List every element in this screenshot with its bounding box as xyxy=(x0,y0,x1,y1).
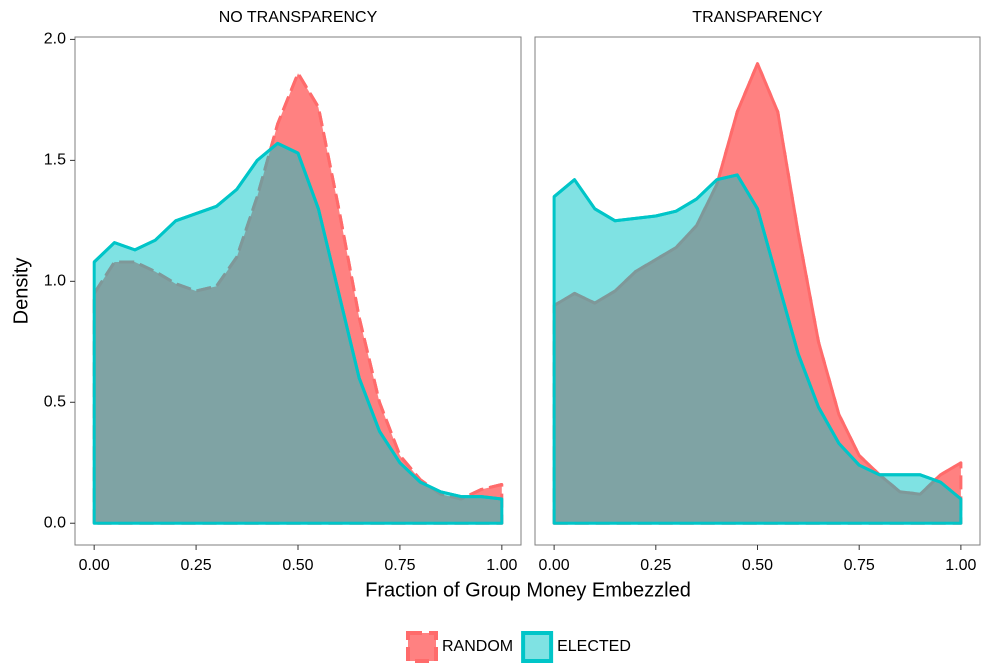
density-area xyxy=(552,173,963,525)
x-tick-label: 0.75 xyxy=(384,557,415,574)
legend-label: RANDOM xyxy=(442,638,513,655)
x-axis-title: Fraction of Group Money Embezzled xyxy=(365,579,691,601)
y-tick-label: 0.5 xyxy=(44,393,66,410)
x-tick-label: 0.00 xyxy=(539,557,570,574)
facet-title: NO TRANSPARENCY xyxy=(219,9,378,26)
legend-key xyxy=(521,631,554,663)
y-tick-label: 1.5 xyxy=(44,152,66,169)
y-tick-label: 2.0 xyxy=(44,31,66,48)
density-area xyxy=(92,141,504,525)
legend-label: ELECTED xyxy=(557,638,631,655)
y-axis-title: Density xyxy=(10,258,32,325)
x-tick-label: 1.00 xyxy=(486,557,517,574)
x-tick-label: 0.50 xyxy=(742,557,773,574)
density-line xyxy=(93,141,502,501)
x-tick-label: 0.25 xyxy=(181,557,212,574)
x-tick-label: 0.75 xyxy=(844,557,875,574)
x-tick-label: 0.25 xyxy=(640,557,671,574)
y-tick-label: 0.0 xyxy=(44,514,66,531)
y-tick-label: 1.0 xyxy=(44,273,66,290)
x-tick-label: 0.00 xyxy=(79,557,110,574)
facet-title: TRANSPARENCY xyxy=(692,9,823,26)
legend-key xyxy=(406,631,438,663)
x-tick-label: 1.00 xyxy=(945,557,976,574)
x-tick-label: 0.50 xyxy=(282,557,313,574)
density-line xyxy=(553,173,962,501)
